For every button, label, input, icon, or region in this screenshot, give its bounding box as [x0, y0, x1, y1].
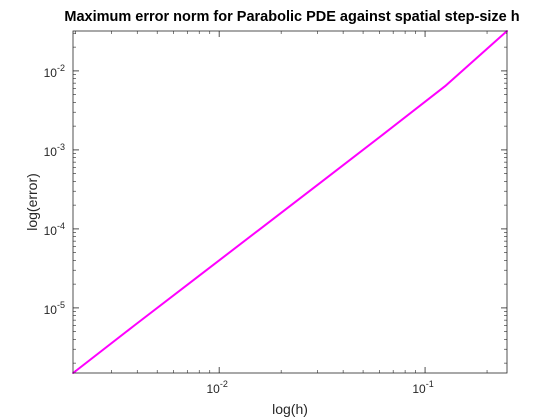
y-axis-label: log(error) — [24, 173, 40, 231]
y-tick-label: 10-4 — [44, 221, 65, 238]
chart-title: Maximum error norm for Parabolic PDE aga… — [64, 9, 519, 25]
x-tick-label: 10-2 — [206, 379, 227, 396]
x-tick-labels: 10-2 10-1 — [206, 379, 433, 396]
x-axis-label: log(h) — [272, 401, 308, 417]
y-tick-label: 10-2 — [44, 63, 65, 80]
y-tick-label: 10-3 — [44, 142, 65, 159]
y-tick-label: 10-5 — [44, 300, 65, 317]
y-tick-labels: 10-5 10-4 10-3 10-2 — [44, 63, 65, 317]
x-tick-label: 10-1 — [412, 379, 433, 396]
